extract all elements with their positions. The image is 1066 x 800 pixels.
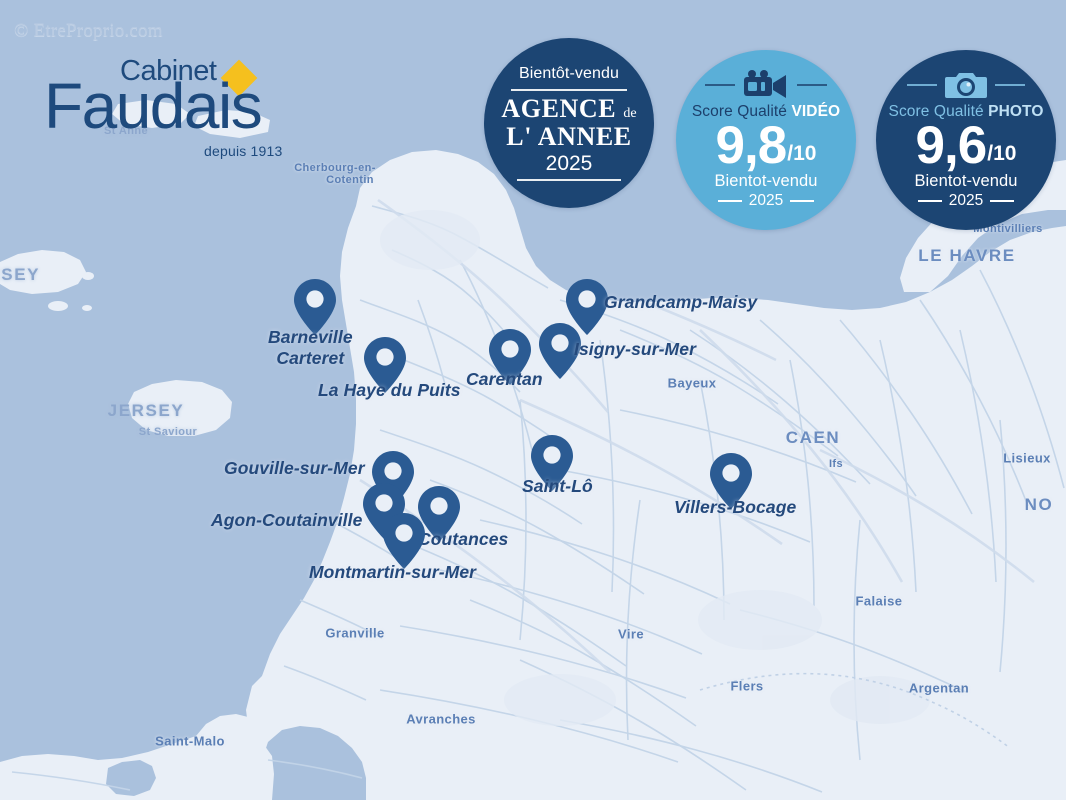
agency-pin[interactable]: [488, 328, 532, 386]
badge-photo-icon-row: [907, 70, 1025, 100]
badge-photo-year-row: 2025: [917, 192, 1015, 210]
agency-pin-label: Coutances: [418, 529, 509, 549]
badge-photo-dash-right: [995, 83, 1025, 86]
agency-pin[interactable]: [417, 485, 461, 543]
badge-photo-score-row: 9,6 /10: [915, 115, 1017, 175]
badge-photo-subtitle: Bientot-vendu: [914, 172, 1018, 191]
badge-photo-denominator: /10: [987, 142, 1017, 166]
camera-icon: [945, 72, 987, 98]
agency-pin[interactable]: [538, 322, 582, 380]
badge-agency-top-label: Bientôt-vendu: [518, 64, 620, 82]
badge-video-title: Score Qualité VIDÉO: [692, 103, 840, 121]
badge-video-score-row: 9,8 /10: [715, 115, 817, 175]
agency-pin-label: Gouville-sur-Mer: [224, 458, 365, 478]
logo-name-text: Faudais: [44, 70, 263, 142]
logo-tagline: depuis 1913: [204, 143, 283, 159]
badge-video-title-strong: VIDÉO: [791, 102, 841, 120]
badge-photo-score: 9,6: [915, 115, 988, 175]
badge-score-video: Score Qualité VIDÉO 9,8 /10 Bientot-vend…: [676, 50, 856, 230]
agency-pin-label: Saint-Lô: [522, 476, 593, 496]
badge-photo-dash-left: [907, 83, 937, 86]
badge-photo-year-dash-right: [990, 200, 1015, 203]
agency-pin-label: Isigny-sur-Mer: [574, 339, 696, 359]
agency-pin-label: Carentan: [466, 369, 543, 389]
agency-pin-label: Agon-Coutainville: [211, 510, 363, 530]
badge-agency-of-the-year: Bientôt-vendu AGENCE de L' ANNEE 2025: [484, 38, 654, 208]
badge-agency-line2: L' ANNEE: [506, 121, 632, 151]
badge-agency-year: 2025: [545, 152, 593, 176]
badge-photo-title-strong: PHOTO: [988, 102, 1044, 120]
badge-score-photo: Score Qualité PHOTO 9,6 /10 Bientot-vend…: [876, 50, 1056, 230]
badge-video-icon-row: [705, 69, 827, 100]
badge-video-subtitle: Bientot-vendu: [714, 172, 818, 191]
badge-video-dash-right: [797, 83, 827, 86]
agency-pin[interactable]: [293, 278, 337, 336]
agency-pin-label: La Haye du Puits: [318, 380, 461, 400]
logo-cabinet-text: Cabinet: [120, 55, 217, 87]
badge-video-year: 2025: [748, 192, 784, 210]
badge-agency-line1: AGENCE: [501, 93, 617, 123]
watermark: © EtreProprio.com: [14, 20, 163, 41]
badge-video-year-row: 2025: [717, 192, 815, 210]
agency-pin-label: Barneville Carteret: [268, 327, 353, 368]
agency-pin[interactable]: [363, 336, 407, 394]
badge-agency-line1-suffix: de: [623, 105, 637, 121]
agency-pin[interactable]: [709, 452, 753, 510]
badge-agency-rule-bottom: [517, 179, 621, 182]
agency-pin[interactable]: [565, 278, 609, 336]
logo: Cabinet Faudais depuis 1913: [44, 55, 304, 159]
agency-pin-label: Grandcamp-Maisy: [604, 292, 758, 312]
badge-photo-title: Score Qualité PHOTO: [889, 103, 1044, 121]
badge-video-denominator: /10: [787, 142, 817, 166]
agency-pin-label: Villers-Bocage: [674, 497, 797, 517]
badge-photo-year-dash-left: [917, 200, 942, 203]
badge-video-year-dash-left: [717, 200, 742, 203]
badge-video-dash-left: [705, 83, 735, 86]
badge-agency-main: AGENCE de L' ANNEE: [501, 95, 636, 150]
badge-photo-year: 2025: [948, 192, 984, 210]
video-camera-icon: [744, 69, 786, 98]
badge-video-title-prefix: Score Qualité: [691, 102, 792, 120]
badge-agency-rule-top: [511, 88, 627, 91]
agency-pin[interactable]: [530, 434, 574, 492]
agency-pin[interactable]: [382, 512, 426, 570]
badge-video-score: 9,8: [715, 115, 788, 175]
badge-photo-title-prefix: Score Qualité: [888, 102, 989, 120]
agency-pin-label: Montmartin-sur-Mer: [309, 562, 477, 582]
badge-video-year-dash-right: [790, 200, 815, 203]
